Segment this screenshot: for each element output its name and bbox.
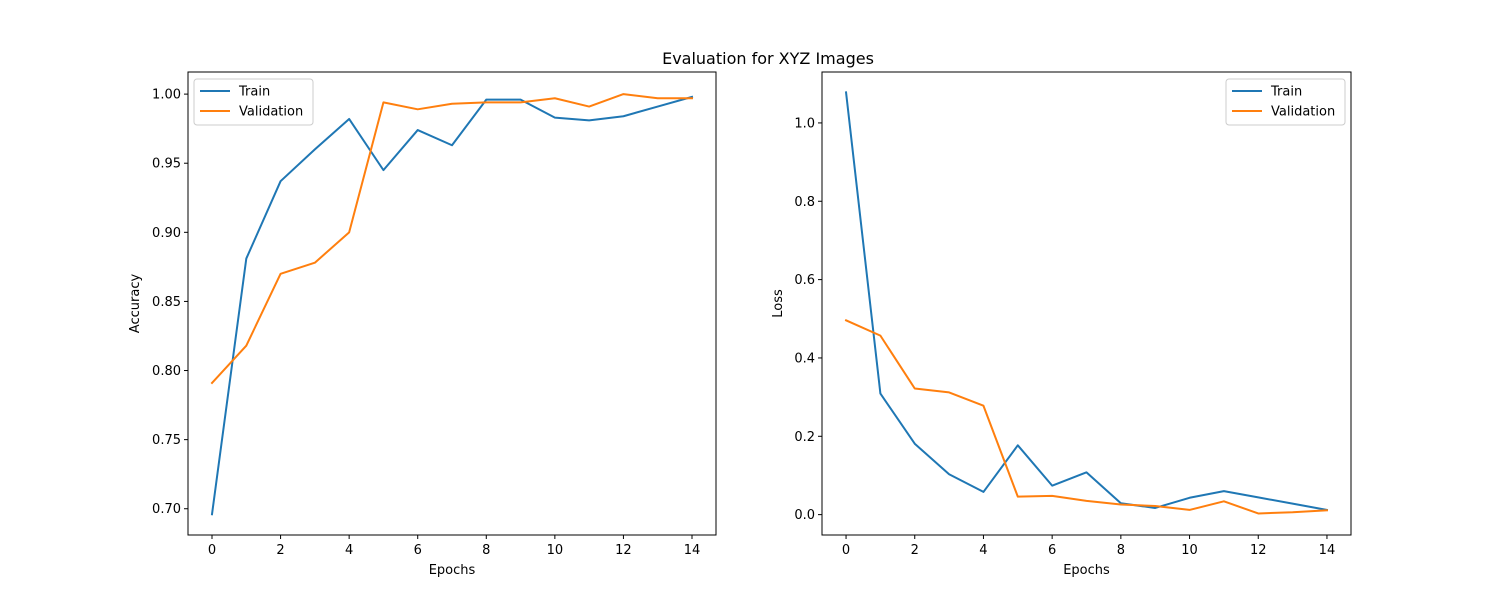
accuracy-legend-label-train: Train [238, 85, 270, 100]
accuracy-ytick-label: 0.95 [152, 157, 181, 172]
accuracy-ytick-label: 0.75 [152, 433, 181, 448]
accuracy-xtick-label: 12 [615, 543, 632, 558]
accuracy-legend: Train Validation [193, 78, 314, 126]
accuracy-ytick-label: 0.80 [152, 364, 181, 379]
loss-xtick-label: 12 [1250, 543, 1267, 558]
loss-ytick-label: 1.0 [794, 116, 815, 131]
loss-xtick-label: 10 [1181, 543, 1198, 558]
accuracy-yaxis-label: Accuracy [128, 274, 143, 334]
loss-chart: 0 2 4 6 8 10 12 14 0.0 0.2 0.4 0.6 0.8 1.0 Epochs Loss T… [771, 71, 1352, 578]
loss-validation-line [844, 319, 1329, 515]
loss-ytick-label: 0.4 [794, 351, 815, 366]
loss-legend: Train Validation [1225, 78, 1346, 126]
loss-legend-label-validation: Validation [1271, 105, 1335, 120]
accuracy-xtick-label: 10 [547, 543, 564, 558]
loss-ytick-label: 0.6 [794, 273, 815, 288]
accuracy-train-line [210, 95, 694, 516]
loss-xtick-label: 8 [1117, 543, 1125, 558]
accuracy-legend-label-validation: Validation [239, 105, 303, 120]
accuracy-xaxis-label: Epochs [429, 563, 476, 578]
loss-xtick-label: 4 [979, 543, 987, 558]
loss-ytick-label: 0.8 [794, 195, 815, 210]
accuracy-xtick-label: 14 [684, 543, 701, 558]
accuracy-ytick-label: 0.90 [152, 226, 181, 241]
accuracy-ytick-label: 0.70 [152, 502, 181, 517]
accuracy-axes-frame [187, 71, 717, 536]
loss-yaxis-label: Loss [771, 289, 786, 318]
loss-xaxis-label: Epochs [1063, 563, 1110, 578]
accuracy-xtick-label: 6 [414, 543, 422, 558]
loss-axes-frame [821, 71, 1352, 536]
loss-train-line [844, 91, 1329, 512]
loss-ytick-label: 0.0 [794, 508, 815, 523]
accuracy-xtick-label: 4 [345, 543, 353, 558]
loss-legend-label-train: Train [1270, 85, 1302, 100]
accuracy-ytick-label: 1.00 [152, 88, 181, 103]
accuracy-chart: 0 2 4 6 8 10 12 14 0.70 0.75 0.80 0.85 0.90 0.95 1.00 E… [128, 71, 717, 578]
accuracy-xtick-label: 2 [276, 543, 284, 558]
loss-ytick-label: 0.2 [794, 430, 815, 445]
loss-xtick-label: 2 [911, 543, 919, 558]
loss-xtick-label: 14 [1319, 543, 1336, 558]
accuracy-xtick-label: 0 [208, 543, 216, 558]
loss-xtick-label: 0 [842, 543, 850, 558]
accuracy-validation-line [210, 93, 693, 385]
loss-xtick-label: 6 [1048, 543, 1056, 558]
accuracy-xtick-label: 8 [482, 543, 490, 558]
figure-title: Evaluation for XYZ Images [662, 49, 874, 68]
accuracy-ytick-label: 0.85 [152, 295, 181, 310]
